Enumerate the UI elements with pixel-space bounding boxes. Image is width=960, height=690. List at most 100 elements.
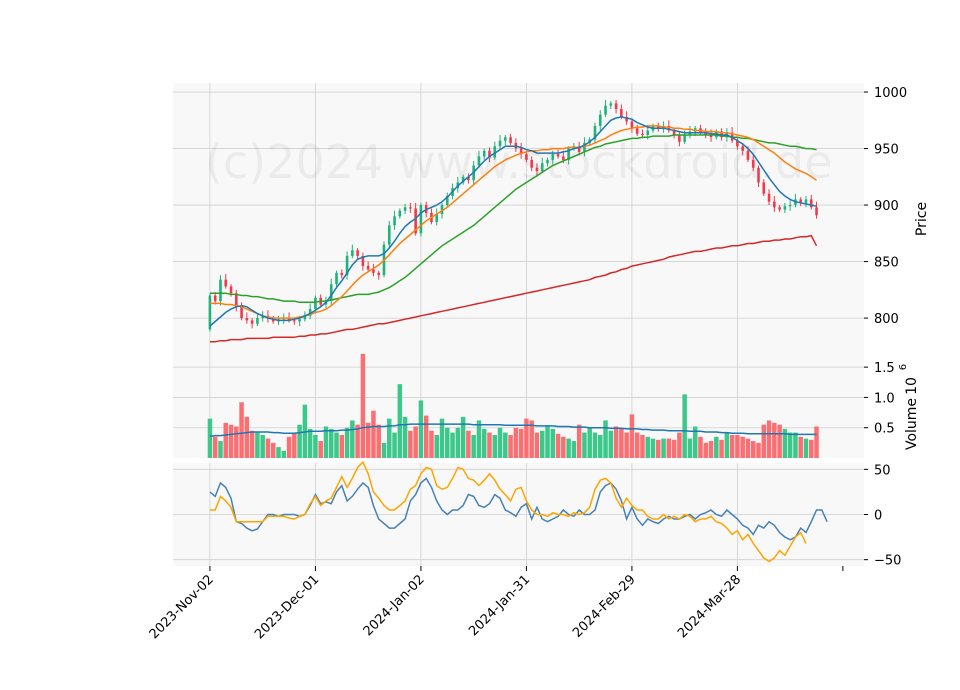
watermark-text: (c)2024 www.stockdroid.de — [205, 135, 833, 189]
volume-bar — [286, 436, 292, 458]
volume-bar — [793, 432, 798, 458]
volume-bar — [397, 384, 403, 458]
candle-body — [804, 199, 808, 203]
candle-body — [667, 125, 671, 131]
candle-body — [435, 214, 439, 223]
volume-bar — [608, 430, 614, 458]
volume-bar — [239, 402, 244, 458]
volume-bar — [782, 428, 788, 458]
volume-bar — [545, 426, 550, 458]
x-tick-label: 2024-Jan-02 — [361, 572, 428, 639]
volume-bar — [561, 436, 566, 458]
price-panel-bg — [173, 83, 864, 352]
price-y-tick-label: 900 — [874, 199, 899, 214]
candle-body — [809, 199, 813, 208]
candle-body — [799, 199, 803, 203]
volume-bar — [434, 434, 439, 458]
volume-bar — [455, 427, 461, 458]
volume-bar — [339, 434, 345, 458]
volume-bar — [619, 428, 624, 458]
volume-bar — [666, 438, 672, 458]
volume-ma-line — [209, 423, 817, 437]
candle-body — [409, 207, 412, 209]
volume-bar — [587, 427, 592, 458]
volume-bar — [350, 420, 355, 458]
candle-body — [546, 159, 549, 164]
volume-bar — [661, 438, 666, 458]
volume-bar — [387, 418, 392, 458]
volume-bar — [582, 432, 587, 458]
volume-bar — [803, 438, 809, 458]
volume-bar — [714, 436, 719, 458]
volume-bar — [471, 434, 476, 458]
candle-body — [767, 193, 771, 202]
ma-short-line — [209, 116, 817, 327]
volume-scale-exponent: 6 — [898, 364, 909, 370]
candle-body — [567, 148, 570, 160]
volume-bar — [677, 432, 682, 458]
volume-bar — [566, 438, 571, 458]
volume-bar — [613, 426, 619, 458]
volume-bar — [255, 432, 260, 458]
volume-bar — [265, 438, 271, 458]
volume-bar — [524, 418, 529, 458]
volume-bar — [292, 432, 297, 458]
volume-y-tick-label: 1.0 — [874, 391, 895, 406]
candle-body — [635, 128, 639, 134]
candle-body — [329, 284, 333, 302]
volume-bar — [439, 418, 445, 458]
volume-bar — [539, 430, 545, 458]
candle-body — [482, 150, 486, 157]
candle-body — [298, 319, 301, 322]
volume-bar — [571, 441, 577, 458]
volume-bar — [772, 422, 777, 458]
volume-bar — [270, 442, 276, 458]
volume-bar — [592, 432, 598, 458]
candle-body — [683, 134, 686, 142]
volume-bar — [787, 432, 793, 458]
candle-body — [287, 318, 291, 321]
volume-bar — [445, 427, 450, 458]
price-y-tick-label: 850 — [874, 256, 899, 271]
candle-body — [535, 167, 539, 172]
volume-bar — [355, 424, 360, 458]
volume-bar — [750, 441, 756, 458]
volume-bar — [360, 353, 366, 458]
candle-body — [335, 272, 338, 285]
candle-body — [234, 293, 238, 307]
candle-body — [314, 297, 317, 310]
volume-bar — [492, 434, 498, 458]
x-tick-label: 2023-Dec-01 — [252, 572, 322, 642]
volume-bar — [671, 439, 677, 458]
candle-body — [366, 266, 370, 270]
volume-average-line — [209, 423, 817, 437]
price-y-tick-label: 1000 — [874, 86, 907, 101]
candle-body — [240, 306, 243, 319]
volume-bar — [234, 426, 239, 458]
oscillator-line-b — [209, 460, 807, 563]
volume-bar — [297, 424, 302, 458]
candle-body — [646, 130, 650, 135]
candle-body — [556, 154, 560, 157]
moving-average-lines — [209, 116, 818, 343]
candle-body — [308, 309, 312, 316]
volume-bar — [761, 424, 767, 458]
price-axis-label: Price — [914, 202, 930, 236]
volume-bar — [423, 415, 429, 458]
candle-body — [356, 250, 359, 256]
volume-bar — [376, 424, 381, 458]
volume-bar — [745, 438, 751, 458]
volume-bar — [371, 410, 376, 458]
volume-bar — [724, 432, 730, 458]
volume-bar — [476, 420, 482, 458]
volume-bar — [276, 447, 281, 458]
candle-body — [303, 315, 307, 320]
candle-body — [509, 137, 512, 143]
volume-bar — [735, 434, 740, 458]
volume-bar — [656, 439, 661, 458]
x-tick-label: 2023-Nov-02 — [147, 572, 217, 642]
volume-bar — [508, 434, 513, 458]
price-y-tick-label: 800 — [874, 312, 899, 327]
candle-body — [530, 159, 533, 168]
candle-body — [372, 269, 375, 273]
